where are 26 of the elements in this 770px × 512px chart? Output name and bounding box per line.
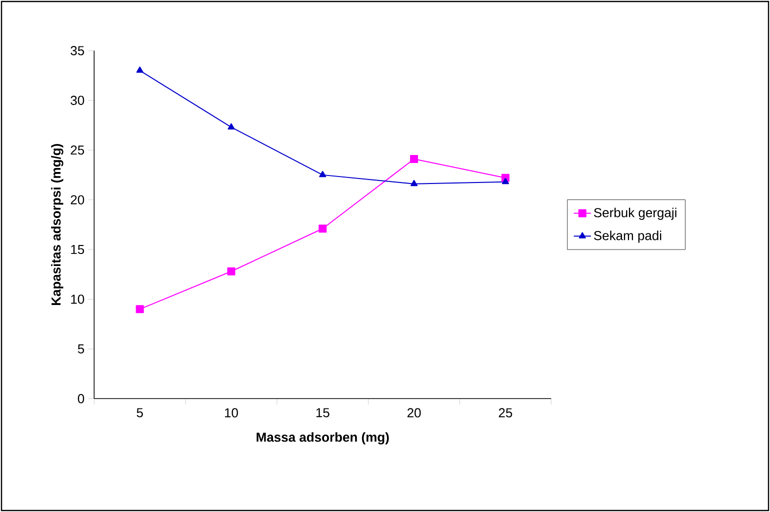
- y-tick-label: 15: [71, 244, 84, 254]
- point: [136, 66, 144, 73]
- x-tick-label: 5: [136, 408, 143, 418]
- point: [227, 267, 236, 276]
- y-tick-label: 0: [78, 394, 84, 404]
- point: [410, 180, 418, 186]
- point: [228, 123, 235, 130]
- point: [318, 224, 327, 233]
- x-tick-label: 25: [498, 408, 512, 418]
- y-tick-label: 25: [70, 145, 84, 155]
- y-tick-label: 35: [70, 46, 84, 56]
- y-tick-label: 5: [78, 344, 84, 354]
- point: [136, 305, 144, 314]
- x-tick-label: 20: [407, 408, 421, 418]
- point: [410, 155, 418, 164]
- x-axis-title: Massa adsorben (mg): [256, 432, 389, 444]
- y-tick-label: 30: [70, 96, 84, 105]
- legend-label: Sekam padi: [594, 230, 662, 243]
- y-tick-label: 20: [70, 195, 84, 204]
- x-tick-label: 15: [316, 408, 330, 418]
- point: [319, 170, 326, 178]
- point: [502, 178, 509, 184]
- y-tick-label: 10: [71, 294, 84, 304]
- legend-label: Serbuk gergaji: [594, 208, 676, 220]
- y-axis-title: Kapasitas adsorpsi (mg/g): [51, 144, 64, 306]
- x-tick-label: 10: [225, 408, 238, 418]
